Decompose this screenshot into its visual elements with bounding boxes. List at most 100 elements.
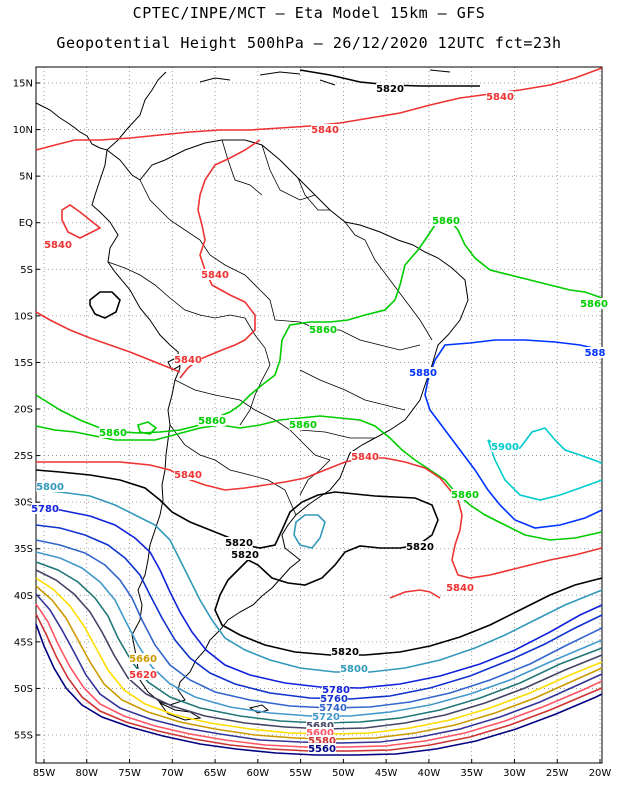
contour-5840-west — [35, 311, 181, 373]
contour-label: 5840 — [311, 125, 339, 136]
contour-label: 5560 — [308, 744, 336, 755]
contour-label: 5860 — [451, 490, 479, 501]
contour-label-bg — [580, 298, 608, 309]
lat-tick-label: 10N — [13, 125, 33, 136]
lat-tick-label: 40S — [14, 591, 33, 602]
lat-tick-label: 20S — [14, 405, 33, 416]
central-america-coast — [35, 71, 167, 151]
contour-label-bg — [129, 669, 157, 680]
contour-label: 5840 — [201, 270, 229, 281]
contour-label: 5820 — [406, 542, 434, 553]
contour-5900 — [487, 427, 603, 501]
contour-5780 — [35, 507, 603, 689]
lat-tick-label: 5S — [20, 265, 33, 276]
longitude-axis: 85W 80W 75W 70W 65W 60W 55W 50W 45W 40W 35W 30W 25W 2… — [33, 759, 612, 779]
contour-5560 — [35, 623, 603, 756]
contour-label-bg — [308, 743, 336, 754]
contour-5840-inner — [179, 139, 261, 379]
contour-label-bg — [320, 693, 348, 704]
lon-tick-label: 70W — [161, 768, 184, 779]
contour-5820-ring — [89, 291, 121, 319]
contour-5840-north — [35, 67, 603, 151]
contour-label-bg — [340, 663, 368, 674]
contour-label: 5680 — [306, 721, 334, 732]
contour-labels: 5820 5840 5840 5840 5840 5840 5840 5840 5840 5860… — [31, 83, 608, 755]
lon-tick-label: 65W — [204, 768, 227, 779]
contour-label: 588 — [585, 348, 606, 359]
caribbean-islands — [199, 69, 451, 86]
contour-label: 5840 — [44, 240, 72, 251]
lat-tick-label: EQ — [19, 218, 33, 229]
contour-label: 5860 — [99, 428, 127, 439]
contour-label: 5820 — [376, 84, 404, 95]
contour-5800-loop — [293, 514, 326, 549]
contour-label-bg — [201, 269, 229, 280]
lon-tick-label: 20W — [589, 768, 612, 779]
contour-label: 5880 — [409, 368, 437, 379]
contour-label-bg — [129, 653, 157, 664]
contour-label: 5720 — [312, 712, 340, 723]
chart-title: CPTEC/INPE/MCT – Eta Model 15km – GFS — [132, 4, 486, 22]
contour-label: 5820 — [231, 550, 259, 561]
contour-label: 5860 — [198, 416, 226, 427]
contour-5640 — [35, 585, 603, 740]
contour-label-bg — [351, 451, 379, 462]
lon-tick-label: 30W — [503, 768, 526, 779]
contour-5580 — [35, 613, 603, 752]
contour-label-bg — [406, 541, 434, 552]
tierra-del-fuego — [158, 701, 202, 721]
contour-label-bg — [289, 419, 317, 430]
contour-label: 5800 — [36, 482, 64, 493]
contour-label-bg — [225, 537, 253, 548]
contour-5700 — [35, 561, 603, 724]
contour-label: 5820 — [331, 647, 359, 658]
contour-5740 — [35, 539, 603, 709]
contour-5720 — [35, 551, 603, 717]
contour-label: 5820 — [225, 538, 253, 549]
contour-5660 — [35, 577, 603, 735]
lon-tick-label: 25W — [546, 768, 569, 779]
lon-tick-label: 35W — [460, 768, 483, 779]
lat-tick-label: 45S — [14, 637, 33, 648]
contour-label-bg — [99, 427, 127, 438]
contour-label-bg — [231, 549, 259, 560]
lon-tick-label: 45W — [375, 768, 398, 779]
south-america-coast — [91, 139, 469, 706]
contour-label: 5620 — [129, 670, 157, 681]
lat-tick-label: 35S — [14, 544, 33, 555]
lat-tick-label: 30S — [14, 498, 33, 509]
contour-label-bg — [331, 646, 359, 657]
contour-5760 — [35, 524, 603, 700]
contour-label: 5780 — [322, 685, 350, 696]
lon-tick-label: 40W — [418, 768, 441, 779]
contour-label-bg — [308, 735, 336, 746]
contour-label: 5600 — [306, 728, 334, 739]
contour-label: 5780 — [31, 504, 59, 515]
lon-tick-label: 55W — [289, 768, 312, 779]
lat-tick-label: 50S — [14, 684, 33, 695]
contour-label: 5840 — [486, 92, 514, 103]
lat-tick-label: 10S — [14, 311, 33, 322]
contour-label-bg — [306, 720, 334, 731]
graticule — [36, 67, 602, 763]
contour-label: 5800 — [340, 664, 368, 675]
contour-label-bg — [44, 239, 72, 250]
contour-label-bg — [36, 481, 64, 492]
contour-5840-bit — [389, 589, 441, 599]
contour-label: 5860 — [580, 299, 608, 310]
lake-titicaca — [167, 357, 181, 371]
lat-tick-label: 55S — [14, 731, 33, 742]
contour-5800 — [35, 489, 603, 673]
coastlines — [35, 69, 469, 721]
contour-5680 — [35, 569, 603, 730]
contour-label-bg — [312, 711, 340, 722]
contour-label: 5840 — [174, 470, 202, 481]
contour-label-bg — [309, 324, 337, 335]
lon-tick-label: 85W — [33, 768, 56, 779]
lon-tick-label: 80W — [75, 768, 98, 779]
lat-tick-label: 25S — [14, 451, 33, 462]
contour-label-bg — [174, 469, 202, 480]
contour-label-bg — [311, 124, 339, 135]
lat-tick-label: 5N — [19, 172, 33, 183]
